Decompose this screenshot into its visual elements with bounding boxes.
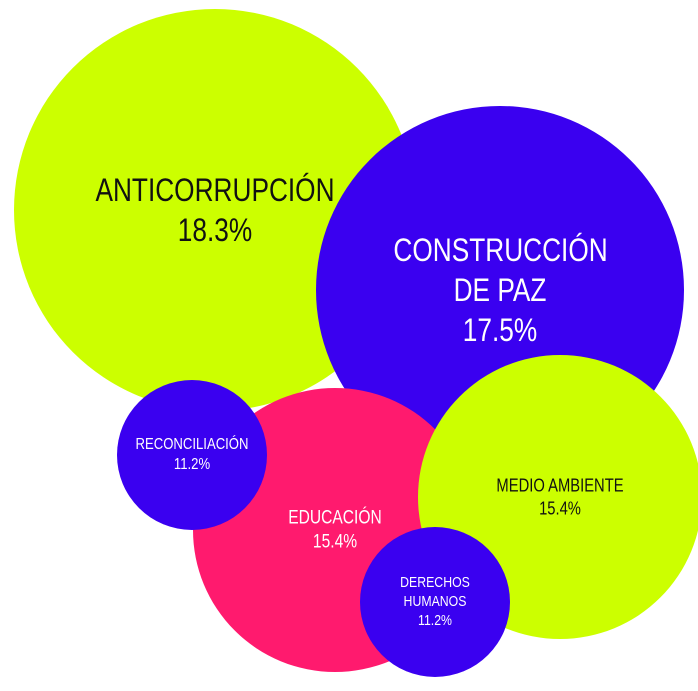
value-label: 17.5% (462, 312, 538, 348)
bubble-label: CONSTRUCCIÓN DE PAZ 17.5% (393, 230, 608, 350)
bubble-label: DERECHOS HUMANOS 11.2% (394, 574, 476, 630)
value-label: 15.4% (539, 498, 581, 518)
bubble (359, 526, 511, 678)
category-label: EDUCACIÓN (288, 507, 382, 529)
value-label: 11.2% (418, 611, 452, 629)
bubble-label: ANTICORRUPCIÓN 18.3% (92, 170, 338, 250)
category-label: RECONCILIACIÓN (135, 436, 249, 453)
value-label: 11.2% (173, 456, 211, 473)
value-label: 18.3% (177, 212, 253, 248)
bubble-label: MEDIO AMBIENTE 15.4% (470, 475, 650, 520)
category-label: MEDIO AMBIENTE (496, 475, 624, 496)
category-label: DERECHOS HUMANOS (400, 573, 470, 610)
category-label: ANTICORRUPCIÓN (95, 172, 335, 208)
bubble-label: RECONCILIACIÓN 11.2% (122, 435, 261, 475)
bubble (116, 379, 268, 531)
value-label: 15.4% (312, 531, 358, 552)
category-label: CONSTRUCCIÓN DE PAZ (393, 232, 608, 308)
bubble-label: EDUCACIÓN 15.4% (265, 506, 404, 554)
